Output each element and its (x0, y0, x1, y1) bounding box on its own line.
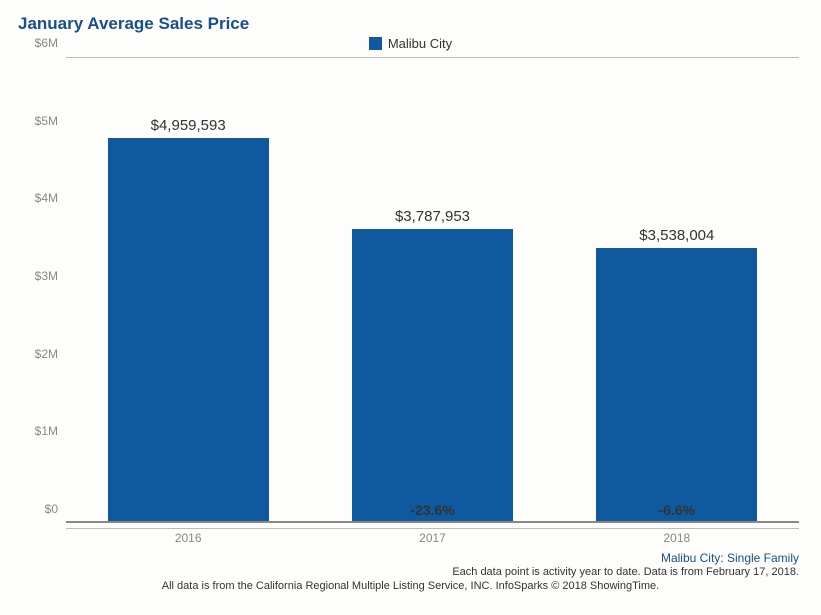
legend-swatch (369, 37, 382, 50)
legend-label: Malibu City (388, 36, 452, 51)
footer: Malibu City: Single Family Each data poi… (14, 551, 807, 578)
legend: Malibu City (14, 36, 807, 51)
y-tick: $3M (35, 269, 58, 283)
x-axis: 201620172018 (66, 527, 799, 547)
chart-title: January Average Sales Price (18, 14, 807, 34)
footer-source: All data is from the California Regional… (14, 580, 807, 592)
x-tick: 2018 (555, 527, 799, 547)
y-axis: $0$1M$2M$3M$4M$5M$6M (18, 57, 62, 547)
bar (108, 138, 269, 521)
bar-pct-label: -6.6% (555, 502, 799, 518)
y-tick: $2M (35, 347, 58, 361)
bar-slot: $3,538,004 -6.6% (555, 58, 799, 521)
chart-area: $0$1M$2M$3M$4M$5M$6M $4,959,593$3,787,95… (18, 57, 807, 547)
bars-group: $4,959,593 $3,787,953 -23.6% $3,538,004 -6.6… (66, 58, 799, 521)
bar (352, 229, 513, 521)
bar-slot: $3,787,953 -23.6% (310, 58, 554, 521)
footer-subtitle: Malibu City: Single Family (14, 551, 799, 565)
plot-area: $4,959,593 $3,787,953 -23.6% $3,538,004 -6.6… (66, 57, 799, 523)
y-tick: $1M (35, 424, 58, 438)
bar-value-label: $3,538,004 (555, 227, 799, 244)
x-tick: 2016 (66, 527, 310, 547)
footer-note: Each data point is activity year to date… (14, 566, 799, 578)
bar-pct-label: -23.6% (310, 502, 554, 518)
y-tick: $4M (35, 191, 58, 205)
bar-value-label: $4,959,593 (66, 117, 310, 134)
bar (596, 248, 757, 521)
x-tick: 2017 (310, 527, 554, 547)
y-tick: $6M (35, 36, 58, 50)
bar-value-label: $3,787,953 (310, 208, 554, 225)
y-tick: $5M (35, 114, 58, 128)
bar-slot: $4,959,593 (66, 58, 310, 521)
y-tick: $0 (45, 502, 58, 516)
chart-container: January Average Sales Price Malibu City … (0, 0, 821, 615)
